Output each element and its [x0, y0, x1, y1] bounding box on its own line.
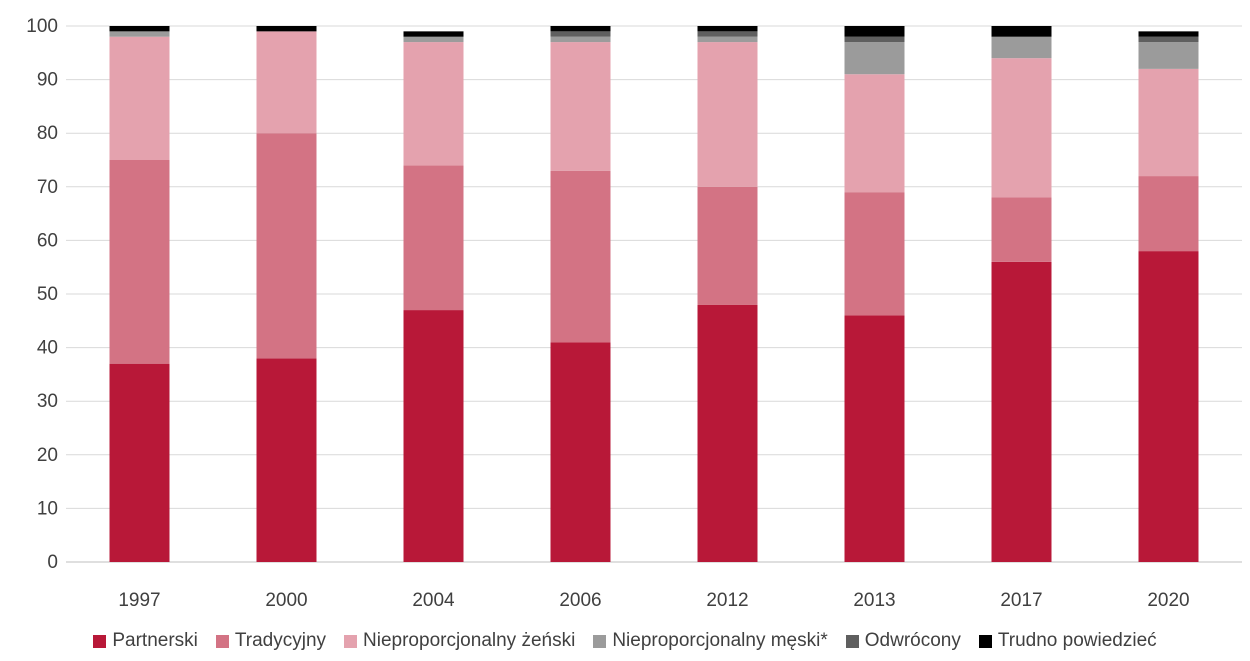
bar-segment [403, 310, 464, 562]
bar-segment [550, 342, 611, 562]
bar-segment [1138, 68, 1199, 177]
bar-segment [403, 42, 464, 166]
y-tick-label: 30 [37, 391, 58, 412]
y-tick-label: 0 [47, 552, 58, 573]
bar-segment [256, 26, 317, 32]
y-tick-label: 50 [37, 284, 58, 305]
legend-item: Nieproporcjonalny męski* [593, 630, 828, 652]
x-tick-label: 2000 [265, 590, 307, 611]
bar-segment [991, 197, 1052, 262]
bar-segment [256, 31, 317, 134]
chart-legend: Partnerski Tradycyjny Nieproporcjonalny że… [0, 626, 1250, 656]
legend-label: Partnerski [112, 630, 198, 651]
y-tick-label: 80 [37, 123, 58, 144]
legend-swatch [978, 634, 992, 648]
bar-segment [1138, 31, 1199, 37]
bar-segment [550, 36, 611, 43]
bar-segment [991, 36, 1052, 59]
bar-segment [697, 42, 758, 187]
legend-label: Tradycyjny [234, 630, 327, 651]
x-axis-ticks: 1997 2000 2004 2006 2012 2013 2017 2020 [118, 590, 1189, 611]
legend-item: Odwrócony [845, 630, 961, 652]
bar-segment [403, 36, 464, 43]
y-tick-label: 60 [37, 230, 58, 251]
legend-label: Trudno powiedzieć [997, 630, 1157, 651]
bar-segment [256, 133, 317, 359]
x-tick-label: 2012 [706, 590, 748, 611]
gridlines [66, 25, 1242, 563]
x-tick-label: 1997 [118, 590, 160, 611]
bar-segment [1138, 251, 1199, 562]
legend-swatch [93, 634, 107, 648]
y-tick-label: 10 [37, 498, 58, 519]
x-tick-label: 2020 [1147, 590, 1189, 611]
bar-segment [844, 315, 905, 562]
stacked-bar-chart: 1997 2000 2004 2006 2012 2013 2017 2020 0 10 20 30… [26, 16, 1242, 611]
bar-segment [109, 26, 170, 32]
bar-segment [991, 26, 1052, 37]
bar-segment [844, 36, 905, 43]
bar-segment [844, 74, 905, 193]
x-tick-label: 2013 [853, 590, 895, 611]
bar-segment [844, 26, 905, 37]
bar-segment [550, 42, 611, 171]
bar-segment [550, 170, 611, 343]
bar-segment [109, 160, 170, 364]
y-axis-ticks: 0 10 20 30 40 50 60 70 80 90 100 [26, 16, 58, 573]
bar-segment [1138, 42, 1199, 69]
y-tick-label: 90 [37, 70, 58, 91]
bar-segment [550, 26, 611, 32]
legend-swatch [215, 634, 229, 648]
bars [109, 26, 1199, 562]
bar-segment [109, 31, 170, 37]
bar-segment [256, 358, 317, 562]
legend-swatch [593, 634, 607, 648]
bar-segment [991, 261, 1052, 562]
legend-item: Partnerski [93, 630, 198, 652]
bar-segment [697, 26, 758, 32]
legend-swatch [845, 634, 859, 648]
y-tick-label: 70 [37, 177, 58, 198]
bar-segment [109, 363, 170, 562]
bar-segment [1138, 176, 1199, 252]
y-tick-label: 40 [37, 338, 58, 359]
bar-segment [991, 58, 1052, 198]
bar-segment [844, 42, 905, 75]
bar-segment [550, 31, 611, 37]
bar-segment [109, 36, 170, 160]
legend-label: Odwrócony [864, 630, 961, 651]
x-tick-label: 2017 [1000, 590, 1042, 611]
bar-segment [697, 186, 758, 305]
x-tick-label: 2004 [412, 590, 455, 611]
bar-segment [1138, 36, 1199, 43]
y-tick-label: 100 [26, 16, 58, 37]
legend-item: Tradycyjny [215, 630, 327, 652]
legend-item: Nieproporcjonalny żeński [344, 630, 575, 652]
bar-segment [403, 31, 464, 37]
y-tick-label: 20 [37, 445, 58, 466]
legend-swatch [344, 634, 358, 648]
x-tick-label: 2006 [559, 590, 601, 611]
legend-item: Trudno powiedzieć [978, 630, 1157, 652]
bar-segment [697, 31, 758, 37]
bar-segment [697, 36, 758, 43]
bar-segment [697, 304, 758, 562]
bar-segment [403, 165, 464, 311]
legend-label: Nieproporcjonalny męski* [612, 630, 828, 651]
bar-segment [844, 192, 905, 316]
legend-label: Nieproporcjonalny żeński [363, 630, 576, 651]
